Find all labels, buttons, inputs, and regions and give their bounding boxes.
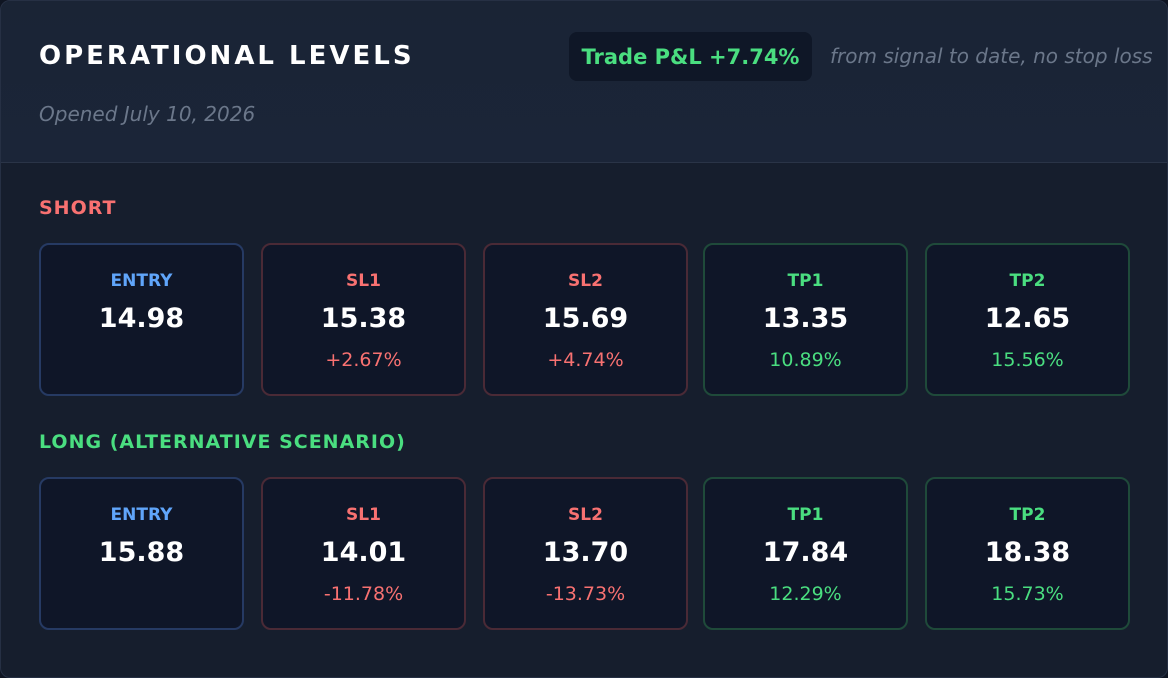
card-percent: 10.89% [769,349,842,371]
card-percent: 12.29% [769,583,842,605]
card-percent: 15.56% [991,349,1064,371]
card-value: 13.35 [762,303,849,334]
card-label: SL1 [346,271,381,291]
card-percent: +2.67% [325,349,402,371]
long-tp1-card: TP1 17.84 12.29% [703,477,908,630]
card-value: 15.38 [320,303,407,334]
short-entry-card: ENTRY 14.98 [39,243,244,396]
long-sl1-card: SL1 14.01 -11.78% [261,477,466,630]
card-value: 12.65 [984,303,1071,334]
card-value: 13.70 [542,537,629,568]
card-label: TP2 [1009,505,1046,525]
card-value: 15.69 [542,303,629,334]
card-value: 17.84 [762,537,849,568]
card-percent: -11.78% [323,583,404,605]
short-sl2-card: SL2 15.69 +4.74% [483,243,688,396]
card-percent: +4.74% [547,349,624,371]
card-value: 14.98 [98,303,185,334]
card-value: 15.88 [98,537,185,568]
pnl-note: from signal to date, no stop loss [830,44,1153,68]
long-tp2-card: TP2 18.38 15.73% [925,477,1130,630]
card-label: TP2 [1009,271,1046,291]
card-label: ENTRY [110,505,173,525]
card-label: SL2 [568,271,603,291]
card-label: TP1 [787,505,824,525]
long-section-label: LONG (ALTERNATIVE SCENARIO) [39,431,406,453]
card-label: SL2 [568,505,603,525]
short-tp2-card: TP2 12.65 15.56% [925,243,1130,396]
long-sl2-card: SL2 13.70 -13.73% [483,477,688,630]
card-label: TP1 [787,271,824,291]
trade-pnl-badge: Trade P&L +7.74% [569,32,812,81]
panel-header: OPERATIONAL LEVELS Opened July 10, 2026 … [1,1,1167,163]
card-percent: -13.73% [545,583,626,605]
short-section-label: SHORT [39,197,117,219]
card-label: SL1 [346,505,381,525]
card-label: ENTRY [110,271,173,291]
opened-date: Opened July 10, 2026 [39,102,256,126]
card-value: 14.01 [320,537,407,568]
card-percent: 15.73% [991,583,1064,605]
card-value: 18.38 [984,537,1071,568]
page-title: OPERATIONAL LEVELS [39,41,415,71]
long-entry-card: ENTRY 15.88 [39,477,244,630]
short-tp1-card: TP1 13.35 10.89% [703,243,908,396]
short-sl1-card: SL1 15.38 +2.67% [261,243,466,396]
